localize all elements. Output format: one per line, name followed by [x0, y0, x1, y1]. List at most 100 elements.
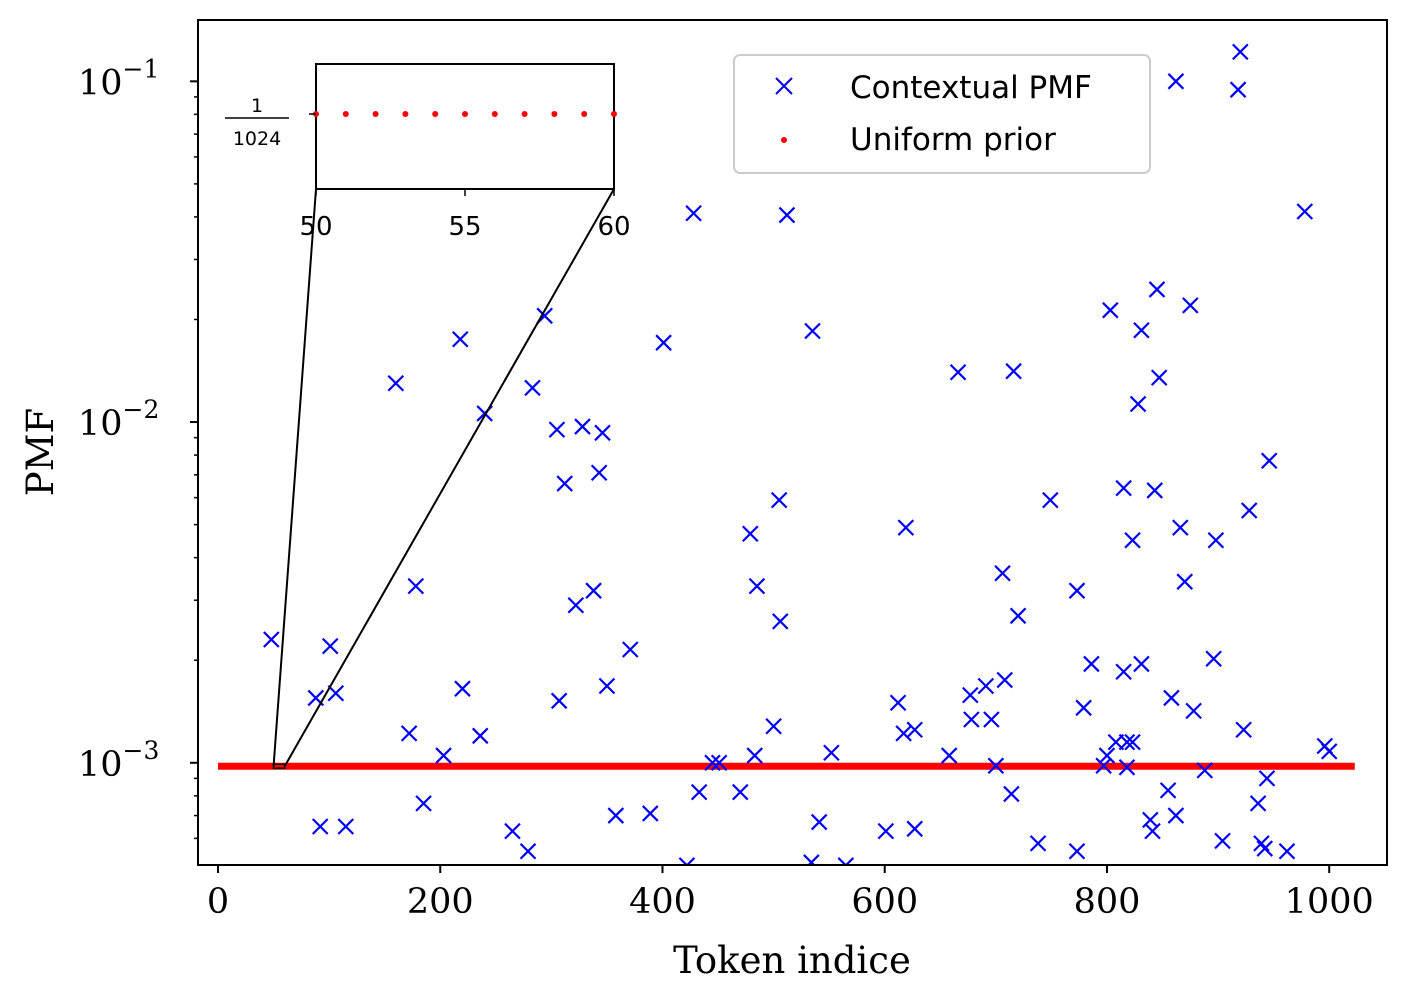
- legend-label-contextual-pmf: Contextual PMF: [850, 70, 1092, 106]
- data-point: [1029, 835, 1047, 852]
- data-point: [621, 641, 639, 658]
- data-point: [327, 684, 345, 702]
- data-point: [655, 334, 672, 351]
- data-point: [1320, 743, 1338, 760]
- data-point: [1009, 607, 1027, 625]
- inset-dot: [432, 111, 439, 117]
- data-point: [741, 525, 759, 543]
- inset-dot: [491, 111, 498, 117]
- x-tick-label: 600: [851, 882, 918, 922]
- legend-label-uniform-prior: Uniform prior: [850, 122, 1056, 158]
- data-point: [407, 577, 425, 595]
- data-point: [1229, 81, 1247, 98]
- y-axis-ticks: 10−3 10−2 10−1: [78, 54, 198, 840]
- x-axis-ticks: 0 200 400 600 800 1000: [207, 865, 1374, 922]
- data-point: [387, 374, 405, 392]
- data-point: [1102, 301, 1119, 319]
- data-point: [1133, 655, 1150, 673]
- data-point: [1042, 491, 1059, 509]
- data-point: [567, 596, 585, 614]
- y-tick-label: 10−3: [78, 736, 159, 785]
- data-point: [1249, 795, 1267, 812]
- inset-dot: [581, 111, 588, 117]
- y-axis-label: PMF: [19, 408, 62, 496]
- data-point: [504, 822, 521, 840]
- zoom-connector: [272, 188, 615, 770]
- data-point: [1278, 842, 1296, 860]
- data-point: [524, 379, 541, 397]
- data-point: [1172, 519, 1189, 536]
- data-point: [778, 206, 796, 224]
- data-point: [804, 322, 821, 340]
- data-point: [1075, 699, 1092, 717]
- data-point: [1005, 362, 1022, 380]
- x-tick-label: 800: [1074, 882, 1141, 922]
- data-point: [1098, 747, 1116, 764]
- data-point: [895, 725, 912, 742]
- y-tick-label: 10−1: [78, 54, 159, 103]
- zoom-inset: 50 55 60 1 1024: [225, 63, 631, 242]
- data-point: [321, 637, 339, 655]
- data-point: [1068, 582, 1086, 599]
- data-point: [1232, 43, 1249, 61]
- data-point: [550, 692, 568, 710]
- data-point: [311, 818, 329, 835]
- data-point: [1207, 531, 1225, 549]
- data-point: [1258, 770, 1276, 787]
- data-point: [897, 519, 915, 536]
- legend: Contextual PMF Uniform prior: [733, 54, 1151, 174]
- data-point: [1256, 840, 1274, 857]
- y-tick-exponent: −1: [123, 54, 160, 83]
- inset-uniform-prior-dots: [313, 111, 617, 117]
- inset-x-tick-label: 50: [299, 212, 332, 242]
- data-point: [1144, 822, 1161, 840]
- data-point: [770, 491, 788, 509]
- data-point: [263, 631, 280, 648]
- data-point: [823, 744, 840, 762]
- data-point: [1235, 721, 1252, 739]
- data-point: [1003, 785, 1020, 803]
- data-point: [810, 813, 828, 831]
- data-point: [1133, 321, 1150, 339]
- data-point: [889, 694, 907, 712]
- data-point: [987, 757, 1005, 775]
- x-tick-label: 0: [207, 882, 229, 922]
- data-point: [435, 747, 452, 764]
- data-point: [1167, 73, 1185, 90]
- data-point: [962, 686, 979, 704]
- data-point: [1296, 203, 1314, 220]
- data-point: [1083, 655, 1100, 673]
- contextual-pmf-series: [263, 43, 1338, 865]
- data-point: [594, 424, 611, 442]
- data-point: [771, 613, 789, 630]
- data-point: [1118, 759, 1136, 776]
- data-point: [996, 671, 1014, 689]
- zoom-connector-left: [272, 188, 317, 767]
- inset-x-tick-label: 55: [448, 212, 481, 242]
- data-point: [1240, 502, 1258, 519]
- data-point: [400, 725, 418, 742]
- data-point: [337, 818, 355, 835]
- data-point: [1260, 452, 1278, 470]
- y-tick-label: 10−2: [78, 395, 159, 444]
- inset-dot: [372, 111, 379, 117]
- data-point: [1253, 835, 1270, 852]
- data-point: [1115, 479, 1132, 497]
- data-point: [748, 577, 766, 595]
- inset-y-tick-denominator: 1024: [233, 128, 281, 150]
- data-point: [710, 754, 728, 772]
- y-tick-exponent: −2: [123, 395, 160, 424]
- data-point: [678, 857, 696, 865]
- data-point: [1129, 395, 1147, 413]
- data-point: [1176, 573, 1194, 590]
- inset-dot: [402, 111, 409, 117]
- data-point: [877, 822, 895, 840]
- inset-dot: [551, 111, 558, 117]
- data-point: [471, 727, 489, 745]
- inset-y-tick-numerator: 1: [251, 95, 263, 117]
- data-point: [803, 854, 820, 865]
- data-point: [451, 330, 469, 348]
- legend-box: [733, 54, 1151, 174]
- data-point: [837, 857, 855, 865]
- data-point: [548, 421, 566, 438]
